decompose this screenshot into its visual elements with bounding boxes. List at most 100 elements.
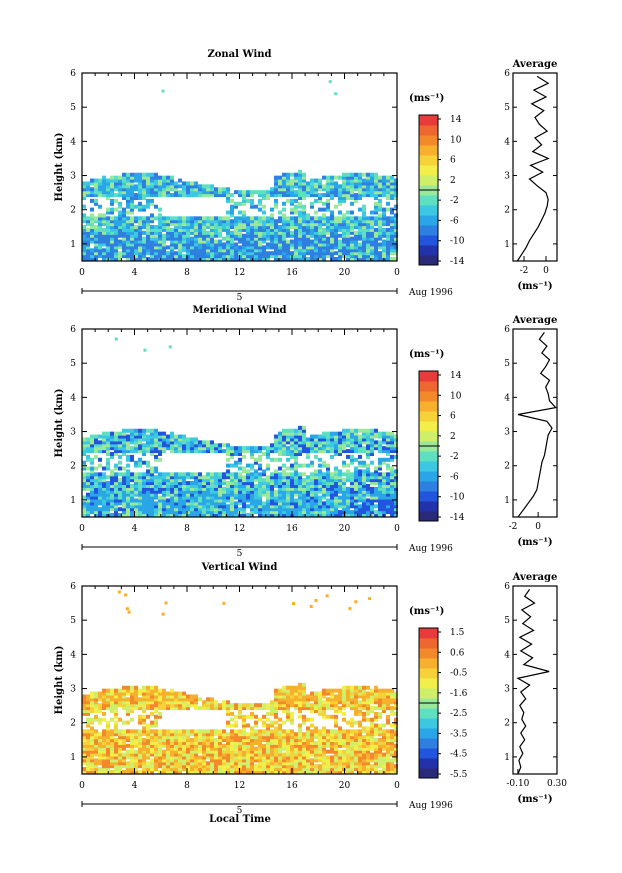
vertical-colorbar-swatch	[419, 678, 438, 689]
zonal-profile-frame	[512, 72, 558, 262]
meridional-x-tick-2: 8	[184, 524, 190, 534]
meridional-profile-xlabel: (ms⁻¹)	[517, 537, 552, 548]
zonal-profile-y-tick-4: 5	[504, 103, 510, 113]
vertical-profile-y-tick-4: 5	[504, 616, 510, 626]
zonal-profile-line	[516, 75, 550, 262]
vertical-colorbar-tick-3: -1.6	[450, 689, 468, 699]
zonal-x-tick-3: 12	[234, 268, 245, 278]
meridional-ylabel: Height (km)	[54, 389, 65, 458]
zonal-profile-title: Average	[512, 59, 558, 70]
zonal-colorbar-swatch	[419, 155, 438, 166]
zonal-profile-y-tick-3: 4	[504, 137, 510, 147]
vertical-colorbar-swatch	[419, 728, 438, 739]
zonal-date-label: Aug 1996	[408, 288, 453, 298]
meridional-date-day: 5	[237, 549, 243, 559]
vertical-x-tick-5: 20	[339, 781, 351, 791]
meridional-profile-y-tick-2: 3	[504, 428, 510, 438]
meridional-colorbar-swatch	[419, 401, 438, 412]
zonal-y-tick-2: 3	[70, 172, 76, 182]
bottom-axis-label: Local Time	[209, 814, 271, 825]
zonal-colorbar-tick-3: 2	[450, 176, 456, 186]
zonal-colorbar-swatch	[419, 195, 438, 206]
vertical-y-tick-3: 4	[70, 650, 76, 660]
vertical-profile-xlabel: (ms⁻¹)	[517, 794, 552, 805]
vertical-colorbar-tick-5: -3.5	[450, 729, 468, 739]
meridional-colorbar-tick-0: 14	[450, 371, 462, 381]
meridional-profile-y-tick-5: 6	[504, 325, 510, 335]
meridional-colorbar-swatch	[419, 411, 438, 422]
meridional-colorbar-swatch	[419, 461, 438, 472]
meridional-x-tick-0: 0	[79, 524, 85, 534]
vertical-colorbar-swatch	[419, 688, 438, 699]
vertical-x-tick-1: 4	[132, 781, 138, 791]
vertical-x-tick-4: 16	[286, 781, 298, 791]
vertical-ylabel: Height (km)	[54, 646, 65, 715]
meridional-profile-y-tick-1: 2	[504, 462, 510, 472]
vertical-y-tick-0: 1	[70, 753, 76, 763]
meridional-y-tick-2: 3	[70, 428, 76, 438]
meridional-profile-y-tick-4: 5	[504, 359, 510, 369]
meridional-profile-frame	[512, 328, 558, 518]
zonal-date-day: 5	[237, 293, 243, 303]
zonal-title: Zonal Wind	[207, 49, 271, 60]
vertical-colorbar-swatch	[419, 708, 438, 719]
vertical-colorbar-swatch	[419, 758, 438, 769]
zonal-profile-x-tick-0: -2	[520, 266, 529, 276]
zonal-colorbar-swatch	[419, 225, 438, 236]
zonal-profile-xlabel: (ms⁻¹)	[517, 281, 552, 292]
meridional-y-tick-3: 4	[70, 393, 76, 403]
vertical-colorbar-tick-2: -0.5	[450, 669, 468, 679]
vertical-colorbar-tick-7: -5.5	[450, 770, 468, 780]
vertical-colorbar-swatch	[419, 648, 438, 659]
zonal-colorbar-swatch	[419, 245, 438, 256]
zonal-colorbar-swatch	[419, 255, 438, 266]
vertical-x-tick-0: 0	[79, 781, 85, 791]
meridional-colorbar-swatch	[419, 491, 438, 502]
meridional-colorbar-swatch	[419, 471, 438, 482]
meridional-field	[82, 337, 398, 517]
meridional-colorbar-swatch	[419, 431, 438, 442]
zonal-colorbar-swatch	[419, 135, 438, 146]
meridional-colorbar-tick-2: 6	[450, 412, 456, 422]
vertical-profile-y-tick-3: 4	[504, 650, 510, 660]
meridional-profile-title: Average	[512, 315, 558, 326]
vertical-profile-y-tick-5: 6	[504, 582, 510, 592]
zonal-y-tick-3: 4	[70, 137, 76, 147]
vertical-colorbar-tick-0: 1.5	[450, 628, 465, 638]
zonal-colorbar-swatch	[419, 145, 438, 156]
zonal-colorbar-swatch	[419, 235, 438, 246]
vertical-y-tick-1: 2	[70, 719, 76, 729]
zonal-colorbar-swatch	[419, 175, 438, 186]
zonal-colorbar-swatch	[419, 205, 438, 216]
vertical-date-day: 5	[237, 806, 243, 816]
zonal-profile-y-tick-2: 3	[504, 172, 510, 182]
vertical-profile-x-tick-1: 0.30	[547, 779, 567, 789]
meridional-x-tick-4: 16	[286, 524, 298, 534]
meridional-colorbar-swatch	[419, 481, 438, 492]
zonal-colorbar-tick-4: -2	[450, 196, 459, 206]
vertical-colorbar-swatch	[419, 768, 438, 779]
zonal-colorbar-swatch	[419, 115, 438, 126]
meridional-date-label: Aug 1996	[408, 544, 453, 554]
vertical-date-label: Aug 1996	[408, 801, 453, 811]
zonal-x-tick-0: 0	[79, 268, 85, 278]
vertical-y-tick-2: 3	[70, 685, 76, 695]
vertical-colorbar-swatch	[419, 668, 438, 679]
zonal-x-tick-1: 4	[132, 268, 138, 278]
meridional-y-tick-1: 2	[70, 462, 76, 472]
meridional-profile-y-tick-3: 4	[504, 393, 510, 403]
vertical-colorbar-swatch	[419, 748, 438, 759]
meridional-colorbar-unit: (ms⁻¹)	[409, 349, 444, 360]
zonal-y-tick-1: 2	[70, 206, 76, 216]
zonal-colorbar-tick-5: -6	[450, 216, 459, 226]
vertical-colorbar-swatch	[419, 638, 438, 649]
vertical-field	[82, 590, 398, 774]
zonal-x-tick-2: 8	[184, 268, 190, 278]
meridional-y-tick-5: 6	[70, 325, 76, 335]
meridional-colorbar-swatch	[419, 421, 438, 432]
zonal-colorbar-tick-0: 14	[450, 115, 462, 125]
meridional-colorbar-tick-3: 2	[450, 432, 456, 442]
